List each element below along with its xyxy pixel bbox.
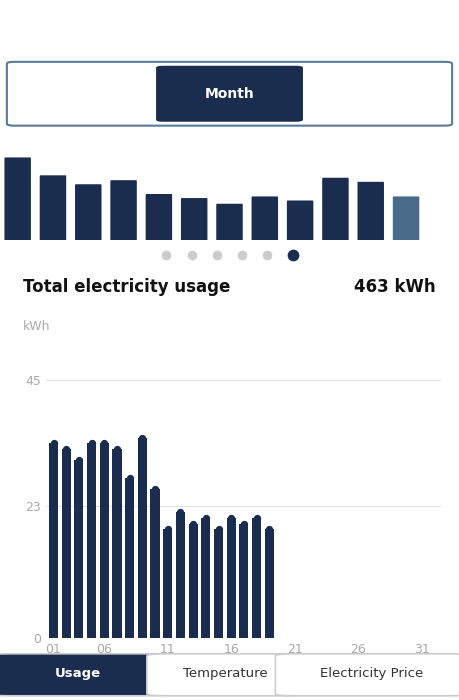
FancyBboxPatch shape — [322, 178, 349, 242]
FancyBboxPatch shape — [216, 204, 243, 242]
Bar — [176, 512, 185, 638]
FancyBboxPatch shape — [5, 158, 31, 241]
Bar — [214, 529, 223, 638]
Point — [239, 249, 246, 260]
Text: Electricity Price: Electricity Price — [320, 667, 423, 680]
Bar — [100, 443, 109, 638]
Text: Nov: Nov — [361, 245, 381, 255]
FancyBboxPatch shape — [156, 66, 303, 122]
Point — [215, 524, 222, 535]
Point — [50, 438, 57, 449]
Bar — [239, 524, 248, 638]
Point — [126, 472, 134, 483]
Point — [113, 443, 121, 454]
Bar — [252, 518, 261, 638]
Bar — [201, 518, 210, 638]
FancyBboxPatch shape — [147, 654, 303, 696]
Text: Apr: Apr — [114, 245, 133, 255]
Bar — [163, 529, 172, 638]
Point — [190, 518, 197, 529]
Text: Jun: Jun — [186, 245, 202, 255]
Text: Feb: Feb — [44, 245, 62, 255]
Point — [151, 484, 159, 495]
Text: Mar: Mar — [78, 245, 98, 255]
FancyBboxPatch shape — [358, 182, 384, 241]
Point — [202, 512, 209, 524]
Point — [139, 432, 146, 443]
Bar — [151, 489, 160, 638]
Point — [228, 512, 235, 524]
Text: Sep: Sep — [290, 245, 310, 255]
Bar — [112, 449, 122, 638]
Point — [101, 438, 108, 449]
Bar — [265, 529, 274, 638]
Point — [289, 249, 297, 260]
Text: Jan: Jan — [10, 245, 26, 255]
Text: Usage: Usage — [55, 667, 101, 680]
Bar — [87, 443, 96, 638]
Point — [162, 249, 170, 260]
Bar — [74, 461, 84, 638]
Point — [188, 249, 196, 260]
FancyBboxPatch shape — [181, 198, 207, 242]
FancyBboxPatch shape — [40, 175, 66, 242]
Bar — [49, 443, 58, 638]
Text: Dec: Dec — [396, 245, 416, 255]
Text: May: May — [148, 245, 169, 255]
Text: kWh: kWh — [23, 320, 50, 333]
Text: Year: Year — [70, 87, 100, 101]
FancyBboxPatch shape — [393, 197, 419, 241]
Point — [253, 512, 260, 524]
Bar — [62, 449, 71, 638]
Text: Oct: Oct — [326, 245, 345, 255]
Text: 2021: 2021 — [201, 13, 258, 34]
FancyBboxPatch shape — [287, 200, 313, 242]
Text: Month: Month — [205, 87, 254, 101]
Point — [263, 249, 271, 260]
Bar — [125, 477, 134, 638]
Text: Jul: Jul — [223, 245, 236, 255]
Point — [177, 507, 184, 518]
Text: Days: Days — [354, 87, 389, 101]
Text: Total electricity usage: Total electricity usage — [23, 278, 230, 295]
Point — [62, 443, 70, 454]
Point — [266, 524, 273, 535]
FancyBboxPatch shape — [75, 184, 101, 241]
FancyBboxPatch shape — [275, 654, 459, 696]
FancyBboxPatch shape — [0, 654, 165, 696]
Point — [75, 455, 83, 466]
Point — [240, 518, 247, 529]
Point — [213, 249, 221, 260]
FancyBboxPatch shape — [110, 180, 137, 242]
FancyBboxPatch shape — [146, 194, 172, 241]
FancyBboxPatch shape — [252, 197, 278, 241]
Bar — [189, 524, 198, 638]
Text: 463 kWh: 463 kWh — [354, 278, 436, 295]
Point — [88, 438, 95, 449]
Text: Temperature: Temperature — [183, 667, 267, 680]
Bar — [138, 438, 147, 638]
Text: Aug: Aug — [255, 245, 275, 255]
Point — [164, 524, 171, 535]
Bar — [227, 518, 236, 638]
